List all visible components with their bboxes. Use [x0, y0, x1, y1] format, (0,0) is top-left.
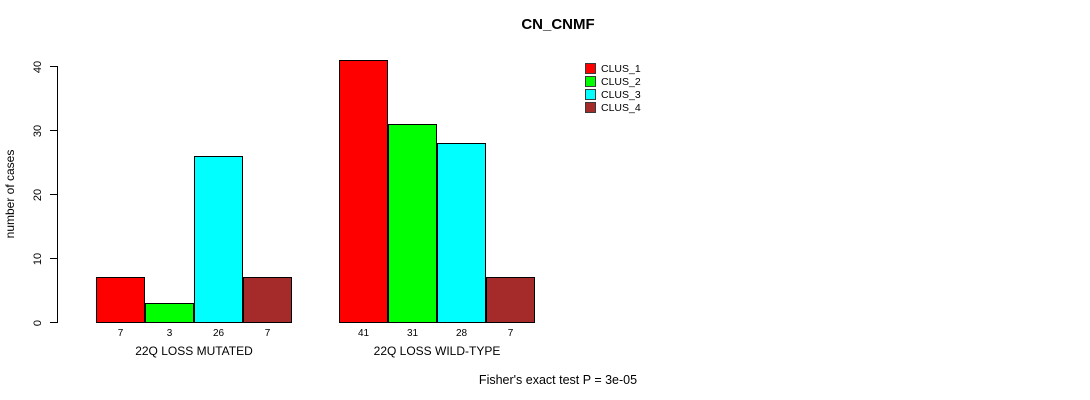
bar-clus_1-group2	[339, 60, 388, 323]
y-axis-tick	[50, 66, 57, 67]
y-tick-label: 10	[32, 252, 44, 265]
bar-clus_3-group2	[437, 143, 486, 323]
bar-value-label: 28	[455, 328, 468, 339]
bar-clus_4-group1	[243, 277, 292, 323]
legend-row: CLUS_4	[585, 101, 641, 114]
legend-swatch-clus_4	[585, 102, 596, 113]
legend-label: CLUS_3	[601, 88, 641, 101]
legend-label: CLUS_1	[601, 62, 641, 75]
legend: CLUS_1 CLUS_2 CLUS_3 CLUS_4	[585, 62, 641, 114]
bar-clus_4-group2	[486, 277, 535, 323]
legend-row: CLUS_2	[585, 75, 641, 88]
y-axis-tick	[50, 258, 57, 259]
chart-title: CN_CNMF	[521, 16, 595, 33]
bar-value-label: 7	[117, 328, 124, 339]
footer-annotation: Fisher's exact test P = 3e-05	[478, 373, 638, 387]
legend-swatch-clus_3	[585, 89, 596, 100]
bar-value-label: 7	[264, 328, 271, 339]
bar-clus_2-group2	[388, 124, 437, 323]
y-axis-label: number of cases	[3, 149, 17, 239]
legend-row: CLUS_1	[585, 62, 641, 75]
y-axis-line	[57, 66, 58, 323]
bar-value-label: 7	[507, 328, 514, 339]
y-axis-tick	[50, 322, 57, 323]
bar-value-label: 26	[212, 328, 225, 339]
y-tick-label: 40	[32, 60, 44, 73]
bar-value-label: 41	[357, 328, 370, 339]
bar-clus_2-group1	[145, 303, 194, 323]
y-tick-label: 30	[32, 124, 44, 137]
legend-swatch-clus_2	[585, 76, 596, 87]
legend-label: CLUS_2	[601, 75, 641, 88]
x-group-label: 22Q LOSS WILD-TYPE	[373, 344, 501, 358]
bar-clus_3-group1	[194, 156, 243, 323]
y-axis-tick	[50, 130, 57, 131]
x-group-label: 22Q LOSS MUTATED	[135, 344, 253, 358]
legend-swatch-clus_1	[585, 63, 596, 74]
y-tick-label: 20	[32, 188, 44, 201]
bar-value-label: 31	[406, 328, 419, 339]
bar-value-label: 3	[166, 328, 173, 339]
y-tick-label: 0	[32, 319, 44, 326]
y-axis-tick	[50, 194, 57, 195]
legend-label: CLUS_4	[601, 101, 641, 114]
legend-row: CLUS_3	[585, 88, 641, 101]
bar-clus_1-group1	[96, 277, 145, 323]
